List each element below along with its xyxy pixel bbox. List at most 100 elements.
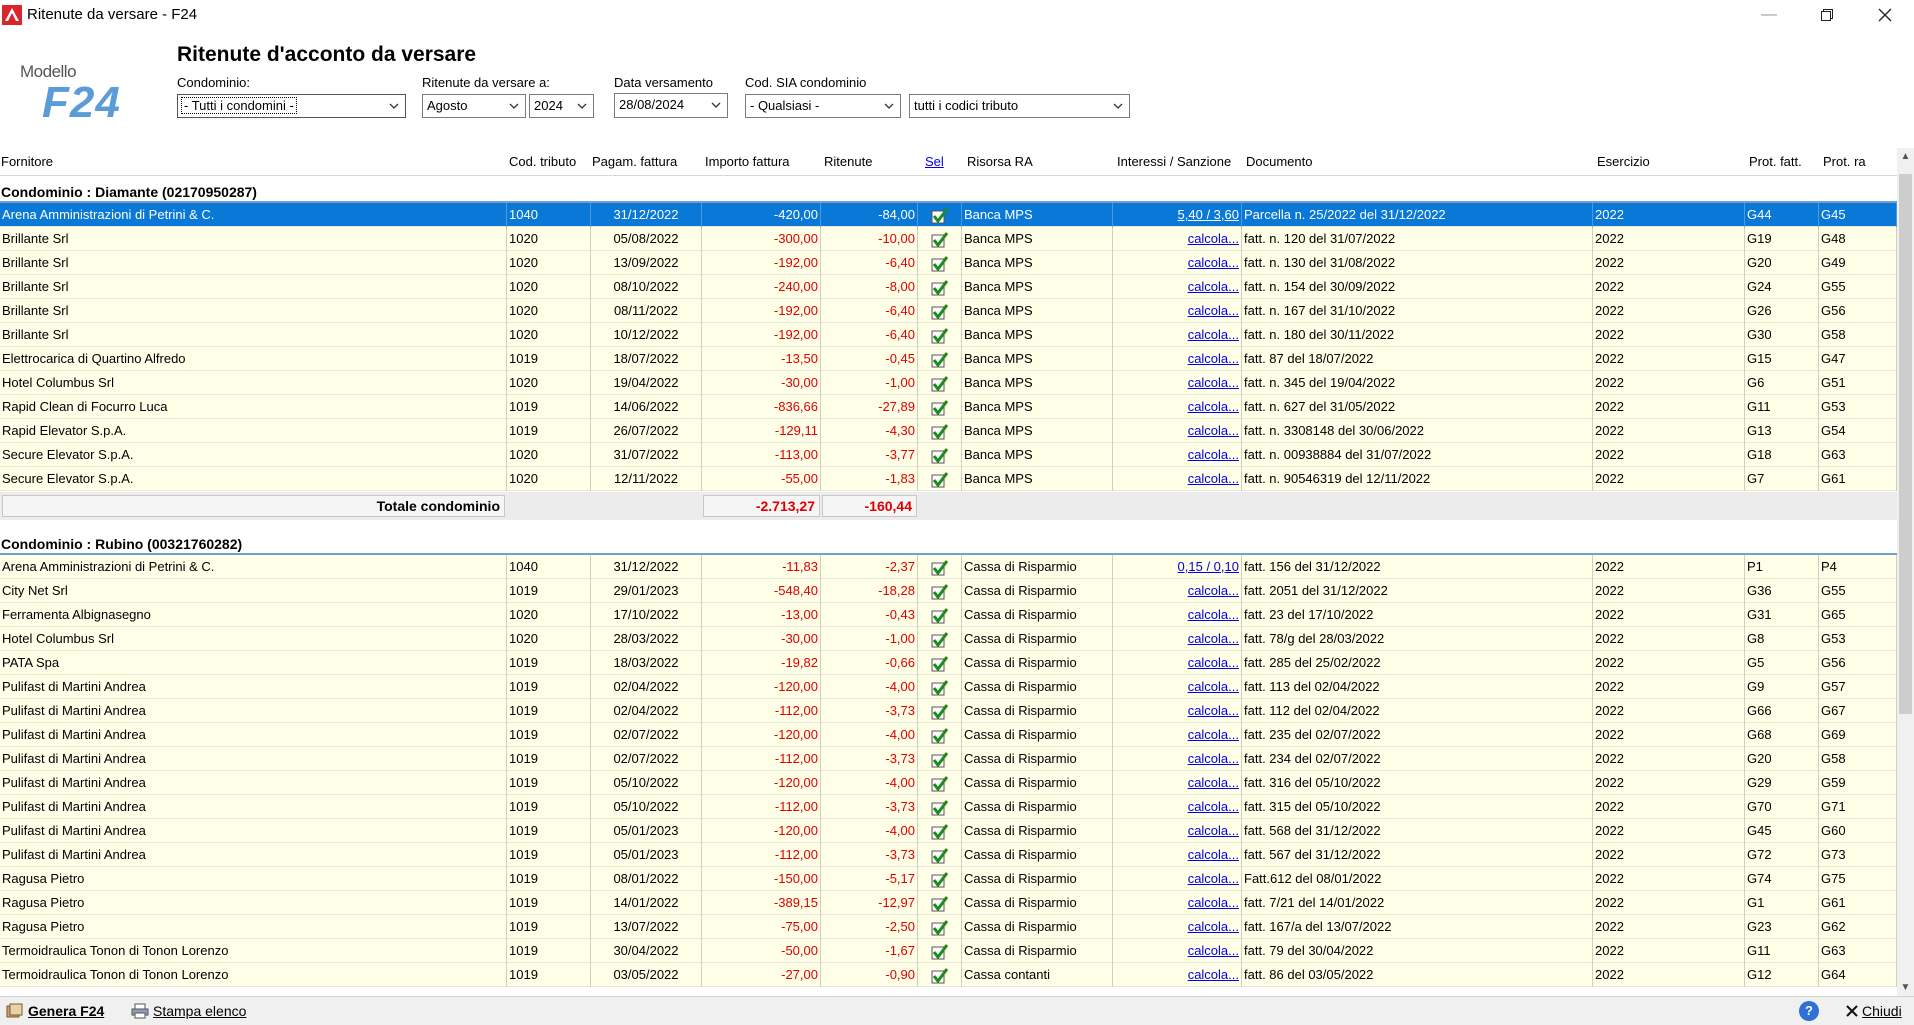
table-row[interactable]: Secure Elevator S.p.A. 1020 31/07/2022 -113… xyxy=(0,443,1897,467)
sel-checkbox-cell[interactable] xyxy=(918,203,962,227)
minimize-button[interactable]: — xyxy=(1761,5,1777,23)
sel-checkbox-cell[interactable] xyxy=(918,651,962,675)
col-sel-link[interactable]: Sel xyxy=(925,154,944,169)
table-row[interactable]: Brillante Srl 1020 08/10/2022 -240,00 -8,00 B… xyxy=(0,275,1897,299)
interessi-sanzione-link[interactable]: calcola... xyxy=(1113,603,1242,627)
sel-checkbox-cell[interactable] xyxy=(918,699,962,723)
chiudi-button[interactable]: Chiudi xyxy=(1846,1003,1902,1019)
interessi-sanzione-link[interactable]: calcola... xyxy=(1113,371,1242,395)
sel-checkbox-cell[interactable] xyxy=(918,347,962,371)
interessi-sanzione-link[interactable]: calcola... xyxy=(1113,251,1242,275)
table-row[interactable]: Arena Amministrazioni di Petrini & C. 104… xyxy=(0,555,1897,579)
sel-checkbox-cell[interactable] xyxy=(918,867,962,891)
ritenute-grid[interactable]: Fornitore Cod. tributo Pagam. fattura Im… xyxy=(0,148,1897,996)
interessi-sanzione-link[interactable]: calcola... xyxy=(1113,819,1242,843)
table-row[interactable]: Pulifast di Martini Andrea 1019 02/07/2022… xyxy=(0,723,1897,747)
sel-checkbox-cell[interactable] xyxy=(918,675,962,699)
table-row[interactable]: Pulifast di Martini Andrea 1019 05/01/2023… xyxy=(0,843,1897,867)
sel-checkbox-cell[interactable] xyxy=(918,251,962,275)
table-row[interactable]: Rapid Elevator S.p.A. 1019 26/07/2022 -129,… xyxy=(0,419,1897,443)
interessi-sanzione-link[interactable]: calcola... xyxy=(1113,443,1242,467)
col-risorsa-ra[interactable]: Risorsa RA xyxy=(967,154,1033,169)
month-select[interactable]: Agosto xyxy=(422,94,526,118)
sel-checkbox-cell[interactable] xyxy=(918,395,962,419)
col-fornitore[interactable]: Fornitore xyxy=(1,154,54,169)
table-row[interactable]: Brillante Srl 1020 13/09/2022 -192,00 -6,40 B… xyxy=(0,251,1897,275)
col-pagam-fattura[interactable]: Pagam. fattura xyxy=(592,154,678,169)
interessi-sanzione-link[interactable]: calcola... xyxy=(1113,395,1242,419)
sel-checkbox-cell[interactable] xyxy=(918,603,962,627)
col-prot-fatt[interactable]: Prot. fatt. xyxy=(1749,154,1802,169)
sel-checkbox-cell[interactable] xyxy=(918,627,962,651)
table-row[interactable]: Ragusa Pietro 1019 13/07/2022 -75,00 -2,50 Ca… xyxy=(0,915,1897,939)
table-row[interactable]: Brillante Srl 1020 08/11/2022 -192,00 -6,40 B… xyxy=(0,299,1897,323)
interessi-sanzione-link[interactable]: calcola... xyxy=(1113,347,1242,371)
interessi-sanzione-link[interactable]: calcola... xyxy=(1113,963,1242,987)
table-row[interactable]: Arena Amministrazioni di Petrini & C. 104… xyxy=(0,203,1897,227)
interessi-sanzione-link[interactable]: calcola... xyxy=(1113,843,1242,867)
table-row[interactable]: Brillante Srl 1020 05/08/2022 -300,00 -10,00… xyxy=(0,227,1897,251)
help-icon[interactable]: ? xyxy=(1799,1001,1819,1021)
col-documento[interactable]: Documento xyxy=(1246,154,1313,169)
col-ritenute[interactable]: Ritenute xyxy=(824,154,873,169)
sel-checkbox-cell[interactable] xyxy=(918,227,962,251)
stampa-elenco-button[interactable]: Stampa elenco xyxy=(131,1003,246,1019)
table-row[interactable]: Pulifast di Martini Andrea 1019 05/10/2022… xyxy=(0,795,1897,819)
col-prot-ra[interactable]: Prot. ra xyxy=(1823,154,1866,169)
col-cod-tributo[interactable]: Cod. tributo xyxy=(509,154,577,169)
table-row[interactable]: Ferramenta Albignasegno 1020 17/10/2022 -13… xyxy=(0,603,1897,627)
table-row[interactable]: Pulifast di Martini Andrea 1019 02/04/2022… xyxy=(0,675,1897,699)
close-button[interactable] xyxy=(1856,0,1914,29)
interessi-sanzione-link[interactable]: calcola... xyxy=(1113,675,1242,699)
table-row[interactable]: Pulifast di Martini Andrea 1019 02/04/2022… xyxy=(0,699,1897,723)
sel-checkbox-cell[interactable] xyxy=(918,299,962,323)
sel-checkbox-cell[interactable] xyxy=(918,939,962,963)
table-row[interactable]: Hotel Columbus Srl 1020 28/03/2022 -30,00 -1… xyxy=(0,627,1897,651)
interessi-sanzione-link[interactable]: calcola... xyxy=(1113,579,1242,603)
table-row[interactable]: City Net Srl 1019 29/01/2023 -548,40 -18,28 C… xyxy=(0,579,1897,603)
table-row[interactable]: Termoidraulica Tonon di Tonon Lorenzo 101… xyxy=(0,963,1897,987)
genera-f24-button[interactable]: Genera F24 xyxy=(6,1003,104,1019)
table-row[interactable]: Pulifast di Martini Andrea 1019 05/10/2022… xyxy=(0,771,1897,795)
sel-checkbox-cell[interactable] xyxy=(918,371,962,395)
interessi-sanzione-link[interactable]: calcola... xyxy=(1113,419,1242,443)
col-importo-fattura[interactable]: Importo fattura xyxy=(705,154,790,169)
sel-checkbox-cell[interactable] xyxy=(918,747,962,771)
interessi-sanzione-link[interactable]: calcola... xyxy=(1113,227,1242,251)
vertical-scrollbar[interactable]: ▲ ▼ xyxy=(1897,148,1914,996)
interessi-sanzione-link[interactable]: calcola... xyxy=(1113,467,1242,491)
interessi-sanzione-link[interactable]: 5,40 / 3,60 xyxy=(1113,203,1242,227)
interessi-sanzione-link[interactable]: calcola... xyxy=(1113,323,1242,347)
scroll-up-arrow-icon[interactable]: ▲ xyxy=(1900,151,1911,162)
sel-checkbox-cell[interactable] xyxy=(918,323,962,347)
interessi-sanzione-link[interactable]: calcola... xyxy=(1113,627,1242,651)
interessi-sanzione-link[interactable]: calcola... xyxy=(1113,867,1242,891)
interessi-sanzione-link[interactable]: calcola... xyxy=(1113,795,1242,819)
interessi-sanzione-link[interactable]: calcola... xyxy=(1113,939,1242,963)
table-row[interactable]: Hotel Columbus Srl 1020 19/04/2022 -30,00 -1… xyxy=(0,371,1897,395)
table-row[interactable]: Rapid Clean di Focurro Luca 1019 14/06/202… xyxy=(0,395,1897,419)
restore-button[interactable] xyxy=(1798,0,1856,29)
sel-checkbox-cell[interactable] xyxy=(918,771,962,795)
sel-checkbox-cell[interactable] xyxy=(918,819,962,843)
interessi-sanzione-link[interactable]: calcola... xyxy=(1113,699,1242,723)
sel-checkbox-cell[interactable] xyxy=(918,795,962,819)
sia-select[interactable]: - Qualsiasi - xyxy=(745,94,901,118)
interessi-sanzione-link[interactable]: calcola... xyxy=(1113,771,1242,795)
interessi-sanzione-link[interactable]: calcola... xyxy=(1113,891,1242,915)
table-row[interactable]: Termoidraulica Tonon di Tonon Lorenzo 101… xyxy=(0,939,1897,963)
tributo-select[interactable]: tutti i codici tributo xyxy=(909,94,1130,118)
sel-checkbox-cell[interactable] xyxy=(918,843,962,867)
scroll-thumb[interactable] xyxy=(1899,174,1912,714)
sel-checkbox-cell[interactable] xyxy=(918,963,962,987)
condominio-select[interactable]: - Tutti i condomini - xyxy=(177,94,406,118)
interessi-sanzione-link[interactable]: calcola... xyxy=(1113,275,1242,299)
interessi-sanzione-link[interactable]: calcola... xyxy=(1113,915,1242,939)
table-row[interactable]: Elettrocarica di Quartino Alfredo 1019 18/… xyxy=(0,347,1897,371)
sel-checkbox-cell[interactable] xyxy=(918,555,962,579)
interessi-sanzione-link[interactable]: calcola... xyxy=(1113,747,1242,771)
table-row[interactable]: Secure Elevator S.p.A. 1020 12/11/2022 -55,… xyxy=(0,467,1897,491)
scroll-down-arrow-icon[interactable]: ▼ xyxy=(1900,982,1911,993)
sel-checkbox-cell[interactable] xyxy=(918,723,962,747)
data-versamento-picker[interactable]: 28/08/2024 xyxy=(614,93,728,118)
